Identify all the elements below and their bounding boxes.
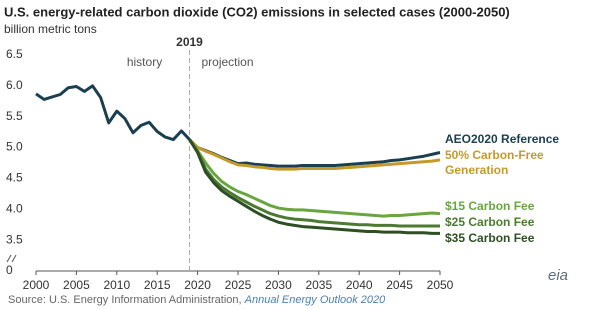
y-tick-label: 3.5 (6, 232, 23, 246)
y-tick-label: 5.5 (6, 109, 23, 123)
x-tick-label: 2000 (23, 278, 50, 292)
x-tick-label: 2020 (184, 278, 211, 292)
x-tick-label: 2030 (265, 278, 292, 292)
series-label: 50% Carbon-Free Generation (445, 148, 544, 177)
series-line (188, 138, 440, 235)
y-tick-label: 6.0 (6, 78, 23, 92)
source: Source: U.S. Energy Information Administ… (8, 294, 386, 306)
series-label: $35 Carbon Fee (445, 231, 535, 245)
y-tick-label: 4.0 (6, 201, 23, 215)
axis-break (6, 254, 17, 263)
logo: eia (548, 267, 568, 284)
y-tick-label: 0 (6, 263, 13, 277)
source-text: Source: U.S. Energy Information Administ… (8, 294, 242, 306)
source-publication[interactable]: Annual Energy Outlook 2020 (244, 294, 387, 306)
series-line (188, 138, 441, 218)
x-tick-label: 2045 (386, 278, 413, 292)
series-line (188, 138, 440, 228)
history-label: history (127, 55, 162, 69)
x-tick-label: 2015 (144, 278, 171, 292)
series-label: $25 Carbon Fee (445, 215, 535, 229)
y-tick-label: 6.5 (6, 47, 23, 61)
series-line (35, 84, 191, 142)
chart-subtitle: billion metric tons (4, 22, 97, 36)
divider-label: 2019 (176, 35, 203, 49)
series-line (188, 138, 441, 171)
y-tick-label: 4.5 (6, 171, 23, 185)
x-tick-label: 2005 (63, 278, 90, 292)
x-tick-label: 2010 (103, 278, 130, 292)
chart-title: U.S. energy-related carbon dioxide (CO2)… (4, 4, 510, 19)
y-tick-label: 5.0 (6, 140, 23, 154)
x-tick-label: 2040 (346, 278, 373, 292)
series-label: $15 Carbon Fee (445, 199, 535, 213)
projection-label: projection (202, 55, 254, 69)
x-tick-label: 2050 (427, 278, 454, 292)
x-tick-label: 2025 (225, 278, 252, 292)
x-tick-label: 2035 (305, 278, 332, 292)
series-label: AEO2020 Reference (445, 132, 560, 146)
